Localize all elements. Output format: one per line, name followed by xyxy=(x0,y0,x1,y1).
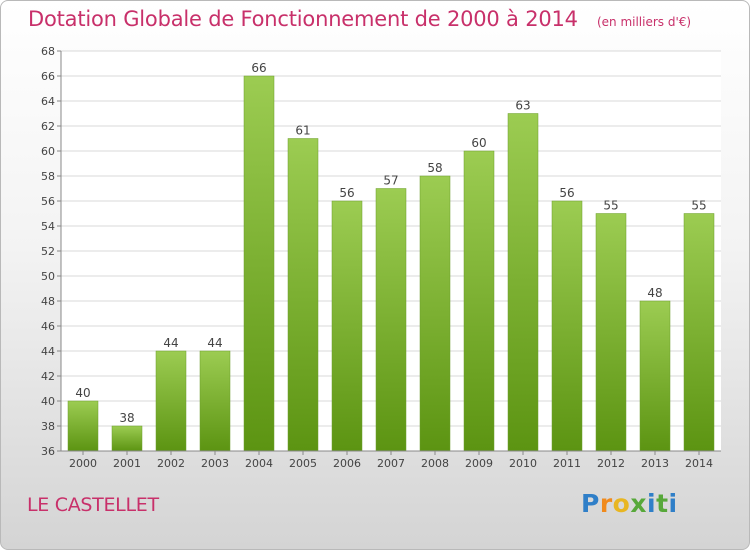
y-tick-label: 50 xyxy=(41,270,55,283)
data-label: 60 xyxy=(471,136,486,150)
data-label: 56 xyxy=(559,186,574,200)
bar xyxy=(683,213,715,452)
bar xyxy=(639,300,671,452)
bar xyxy=(67,400,99,452)
bar xyxy=(287,138,319,452)
data-label: 63 xyxy=(515,99,530,113)
chart-title: Dotation Globale de Fonctionnement de 20… xyxy=(28,7,578,31)
x-tick-label: 2008 xyxy=(421,457,449,470)
data-label: 56 xyxy=(339,186,354,200)
y-tick-label: 56 xyxy=(41,195,55,208)
x-tick-label: 2014 xyxy=(685,457,713,470)
data-label: 55 xyxy=(603,199,618,213)
y-tick-label: 40 xyxy=(41,395,55,408)
bar xyxy=(243,75,275,452)
logo-letter: r xyxy=(599,489,613,518)
y-tick-label: 54 xyxy=(41,220,55,233)
data-label: 44 xyxy=(207,336,222,350)
x-tick-label: 2006 xyxy=(333,457,361,470)
x-tick-label: 2009 xyxy=(465,457,493,470)
data-label: 55 xyxy=(691,199,706,213)
data-label: 58 xyxy=(427,161,442,175)
y-tick-label: 38 xyxy=(41,420,55,433)
x-tick-label: 2012 xyxy=(597,457,625,470)
y-tick-label: 58 xyxy=(41,170,55,183)
logo-letter: P xyxy=(581,489,600,518)
y-tick-label: 66 xyxy=(41,70,55,83)
y-tick-label: 68 xyxy=(41,45,55,58)
logo-letter: o xyxy=(612,489,631,518)
y-tick-label: 60 xyxy=(41,145,55,158)
bar xyxy=(331,200,363,452)
data-label: 66 xyxy=(251,61,266,75)
bar xyxy=(199,350,231,452)
chart-subtitle: (en milliers d'€) xyxy=(596,15,692,29)
bar xyxy=(463,150,495,452)
y-tick-label: 42 xyxy=(41,370,55,383)
bar xyxy=(419,175,451,452)
data-label: 61 xyxy=(295,124,310,138)
y-tick-label: 48 xyxy=(41,295,55,308)
bar xyxy=(595,213,627,452)
y-tick-label: 44 xyxy=(41,345,55,358)
title-row: Dotation Globale de Fonctionnement de 20… xyxy=(28,7,691,31)
data-label: 44 xyxy=(163,336,178,350)
x-tick-label: 2007 xyxy=(377,457,405,470)
x-tick-label: 2004 xyxy=(245,457,273,470)
proxiti-logo: Proxiti xyxy=(581,489,678,518)
data-label: 38 xyxy=(119,411,134,425)
logo-letter: t xyxy=(656,489,669,518)
data-label: 40 xyxy=(75,386,90,400)
y-tick-label: 62 xyxy=(41,120,55,133)
y-tick-label: 52 xyxy=(41,245,55,258)
bar xyxy=(375,188,407,452)
bar xyxy=(507,113,539,452)
x-tick-label: 2005 xyxy=(289,457,317,470)
logo-letter: x xyxy=(630,489,647,518)
location-label: LE CASTELLET xyxy=(27,494,159,516)
x-tick-label: 2010 xyxy=(509,457,537,470)
x-tick-label: 2001 xyxy=(113,457,141,470)
bar xyxy=(155,350,187,452)
x-tick-label: 2000 xyxy=(69,457,97,470)
data-label: 48 xyxy=(647,286,662,300)
x-tick-label: 2003 xyxy=(201,457,229,470)
y-tick-label: 36 xyxy=(41,445,55,458)
x-tick-label: 2013 xyxy=(641,457,669,470)
bar xyxy=(111,425,143,452)
logo-letter: i xyxy=(668,489,678,518)
x-tick-label: 2002 xyxy=(157,457,185,470)
y-tick-label: 64 xyxy=(41,95,55,108)
logo-letter: i xyxy=(647,489,657,518)
y-tick-label: 46 xyxy=(41,320,55,333)
x-tick-label: 2011 xyxy=(553,457,581,470)
data-label: 57 xyxy=(383,174,398,188)
bar xyxy=(551,200,583,452)
